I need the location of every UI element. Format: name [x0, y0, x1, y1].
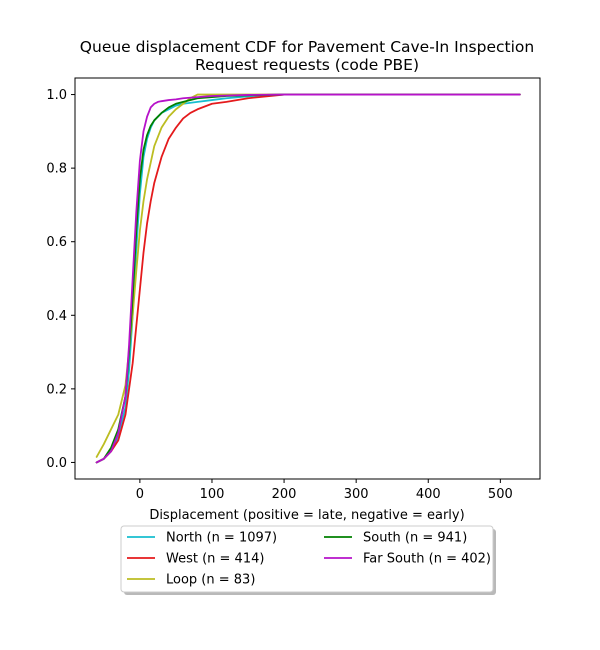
y-tick-label: 1.0: [46, 88, 67, 103]
series-line-loop: [95, 93, 521, 458]
x-axis-label: Displacement (positive = late, negative …: [149, 508, 464, 523]
y-tick-label: 0.0: [46, 456, 67, 471]
y-tick-label: 0.6: [46, 235, 67, 250]
legend-label-loop: Loop (n = 83): [166, 573, 255, 588]
legend-label-far-south: Far South (n = 402): [363, 552, 491, 567]
x-tick-label: 300: [344, 487, 369, 502]
legend-box: [120, 525, 494, 593]
x-tick-label: 100: [200, 487, 225, 502]
legend-entries: North (n = 1097) West (n = 414) Loop (n = …: [127, 531, 491, 588]
series-line-west: [95, 93, 521, 464]
x-axis: 0 100 200 300 400 500: [136, 479, 513, 502]
x-tick-label: 0: [136, 487, 144, 502]
legend: North (n = 1097) West (n = 414) Loop (n = …: [120, 525, 496, 595]
legend-label-north: North (n = 1097): [166, 531, 277, 546]
series-line-south: [95, 93, 521, 464]
x-tick-label: 200: [272, 487, 297, 502]
y-tick-label: 0.8: [46, 162, 67, 177]
y-tick-label: 0.2: [46, 382, 67, 397]
series-line-far-south: [95, 93, 521, 464]
y-axis: 0.0 0.2 0.4 0.6 0.8 1.0: [46, 88, 75, 471]
legend-label-south: South (n = 941): [363, 531, 467, 546]
plot-frame: [74, 77, 541, 480]
series-layer: [95, 93, 521, 464]
chart-title-line-2: Request requests (code PBE): [195, 56, 419, 74]
legend-label-west: West (n = 414): [166, 552, 264, 567]
x-tick-label: 500: [488, 487, 513, 502]
chart-title-line-1: Queue displacement CDF for Pavement Cave…: [80, 38, 534, 56]
x-tick-label: 400: [416, 487, 441, 502]
series-line-north: [95, 93, 521, 464]
y-tick-label: 0.4: [46, 309, 67, 324]
